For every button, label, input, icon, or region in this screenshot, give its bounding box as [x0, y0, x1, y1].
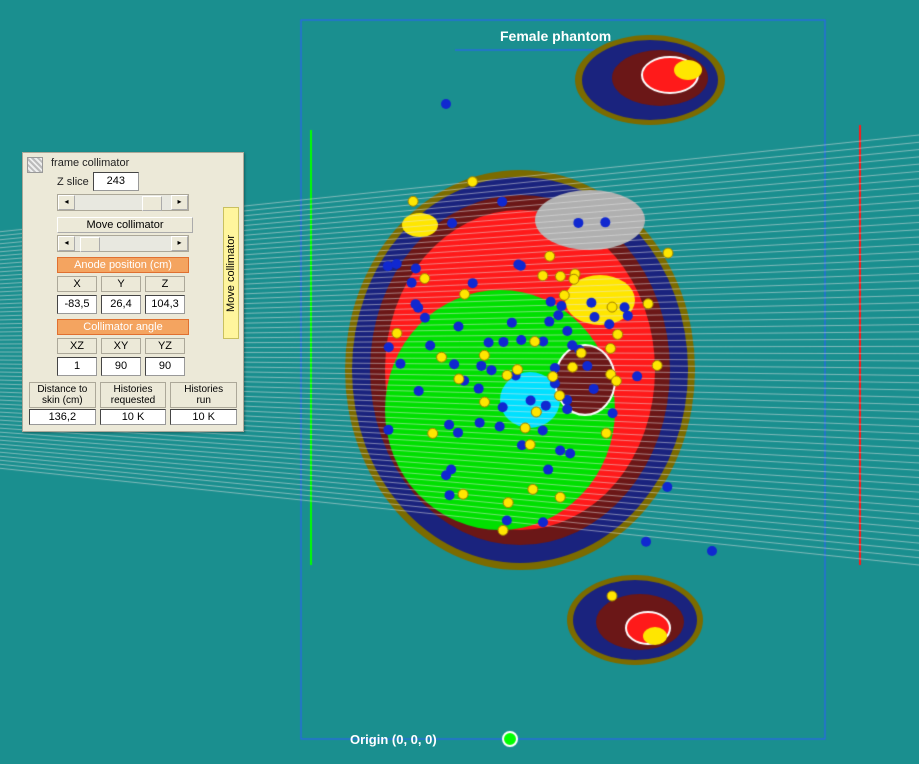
move-collimator-button[interactable]: Move collimator	[57, 217, 193, 233]
phantom-title: Female phantom	[500, 28, 611, 44]
anode-col-z: Z	[145, 276, 185, 292]
histories-run-label: Histories run	[170, 382, 237, 408]
zslice-thumb[interactable]	[142, 196, 162, 211]
panel-title: frame collimator	[51, 157, 237, 169]
anode-col-y: Y	[101, 276, 141, 292]
move-collimator-vtab[interactable]: Move collimator	[223, 207, 239, 339]
scroll-right-icon[interactable]: ▸	[171, 236, 188, 251]
visualization-stage: Female phantom Origin (0, 0, 0) frame co…	[0, 0, 919, 764]
anode-header: Anode position (cm)	[57, 257, 189, 273]
scroll-left-icon[interactable]: ◂	[58, 195, 75, 210]
move-thumb[interactable]	[80, 237, 100, 252]
angle-header: Collimator angle	[57, 319, 189, 335]
anode-z-input[interactable]: 104,3	[145, 295, 185, 314]
dist-value: 136,2	[29, 409, 96, 425]
histories-req-label: Histories requested	[100, 382, 167, 408]
angle-col-xy: XY	[101, 338, 141, 354]
move-track[interactable]	[75, 237, 171, 250]
panel-grip-icon[interactable]	[27, 157, 43, 173]
angle-col-yz: YZ	[145, 338, 185, 354]
angle-yz-input[interactable]: 90	[145, 357, 185, 376]
angle-col-xz: XZ	[57, 338, 97, 354]
angle-xz-input[interactable]: 1	[57, 357, 97, 376]
zslice-input[interactable]: 243	[93, 172, 139, 191]
scroll-right-icon[interactable]: ▸	[171, 195, 188, 210]
zslice-label: Z slice	[57, 176, 89, 188]
origin-label: Origin (0, 0, 0)	[350, 732, 437, 747]
anode-x-input[interactable]: -83,5	[57, 295, 97, 314]
move-scrollbar[interactable]: ◂ ▸	[57, 235, 189, 252]
histories-run-value: 10 K	[170, 409, 237, 425]
anode-y-input[interactable]: 26,4	[101, 295, 141, 314]
zslice-scrollbar[interactable]: ◂ ▸	[57, 194, 189, 211]
collimator-panel: frame collimator Z slice 243 ◂ ▸ Move co…	[22, 152, 244, 432]
zslice-track[interactable]	[75, 196, 171, 209]
histories-req-value: 10 K	[100, 409, 167, 425]
anode-col-x: X	[57, 276, 97, 292]
scroll-left-icon[interactable]: ◂	[58, 236, 75, 251]
angle-xy-input[interactable]: 90	[101, 357, 141, 376]
dist-label: Distance to skin (cm)	[29, 382, 96, 408]
